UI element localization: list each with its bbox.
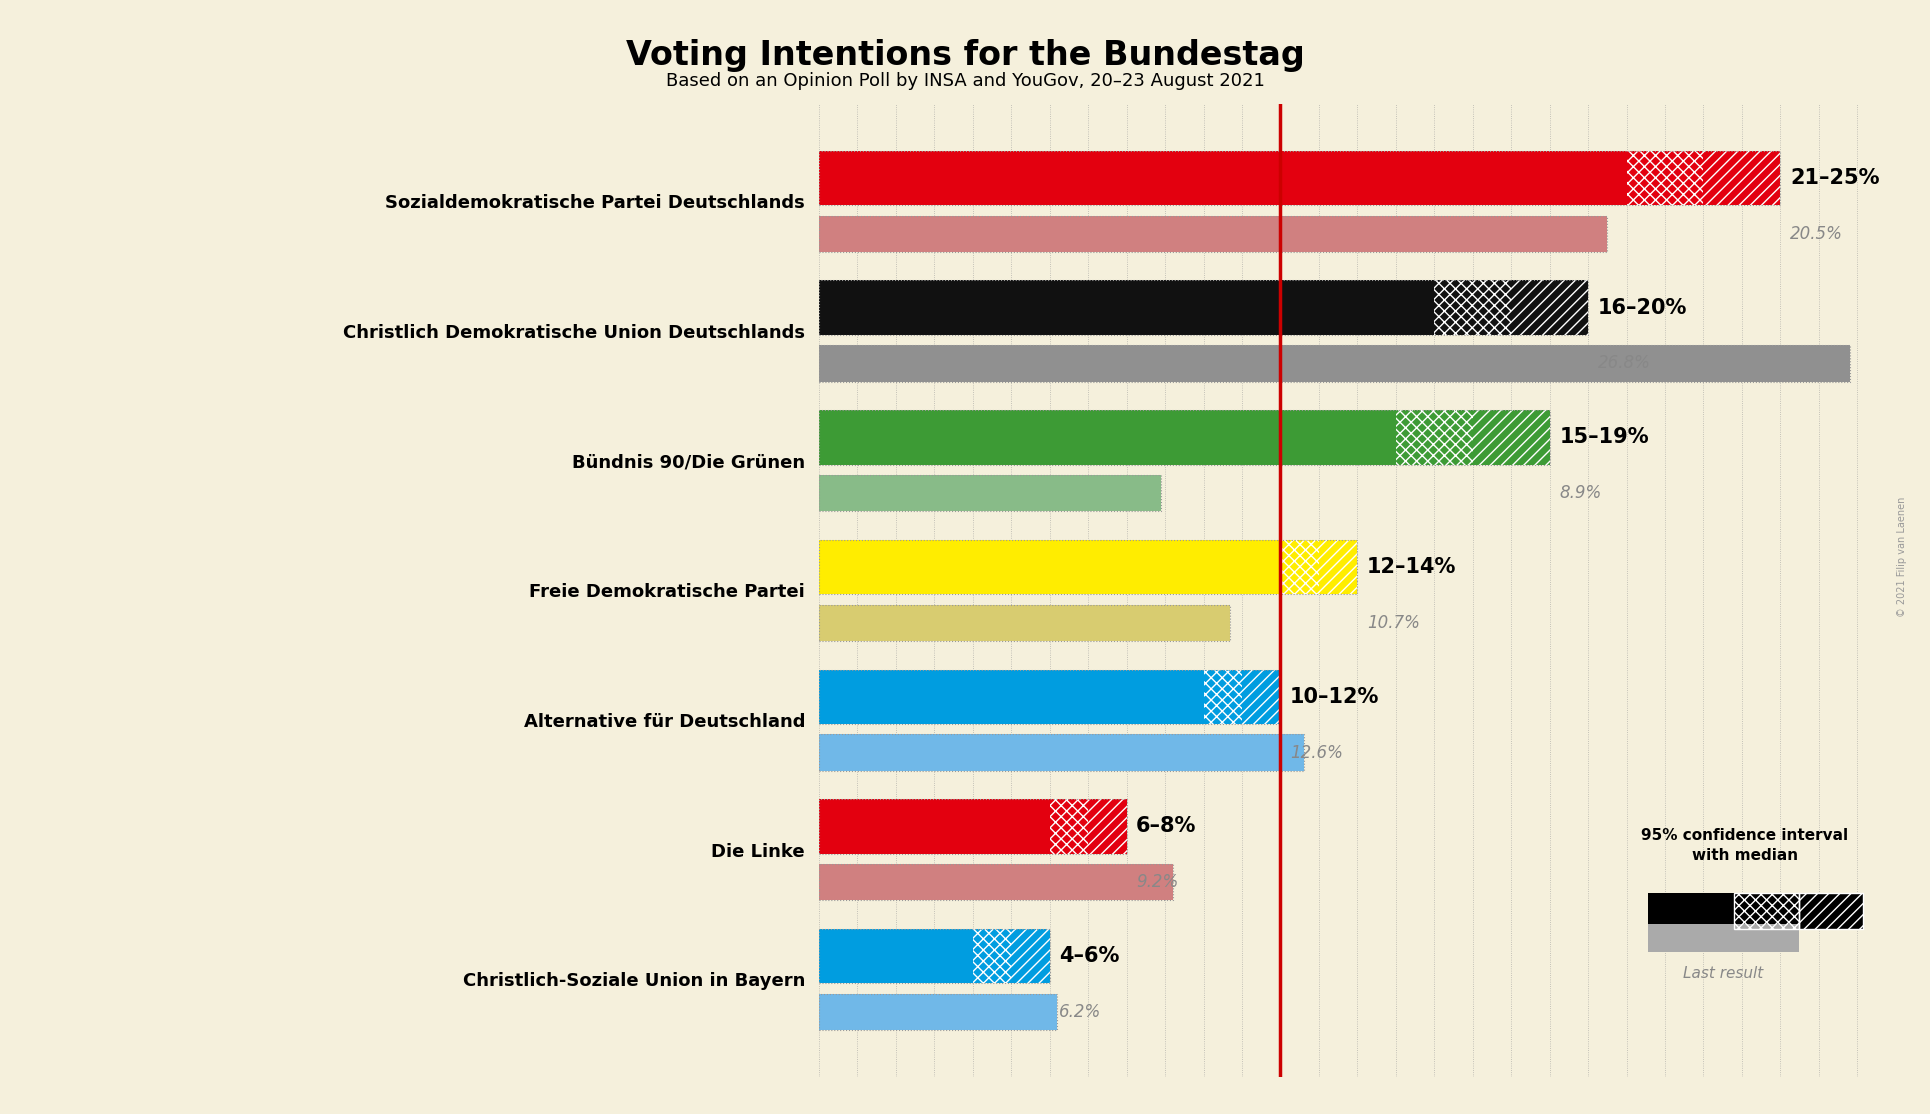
Bar — [1204, 670, 1243, 724]
Text: 9.2%: 9.2% — [1137, 873, 1179, 891]
Bar — [818, 150, 1779, 205]
Bar — [818, 734, 1303, 771]
Bar — [818, 994, 1058, 1030]
Text: 12.6%: 12.6% — [1289, 743, 1343, 762]
Text: 10–12%: 10–12% — [1289, 686, 1380, 706]
Bar — [1434, 281, 1511, 335]
Text: 4–6%: 4–6% — [1060, 946, 1119, 966]
Text: 6–8%: 6–8% — [1137, 817, 1197, 837]
Text: © 2021 Filip van Laenen: © 2021 Filip van Laenen — [1897, 497, 1907, 617]
Bar — [818, 670, 1280, 724]
Text: 26.8%: 26.8% — [1598, 354, 1650, 372]
Bar — [818, 475, 1162, 511]
Bar — [818, 864, 1173, 900]
Text: 12–14%: 12–14% — [1366, 557, 1457, 577]
Bar — [1243, 670, 1280, 724]
Bar — [1050, 799, 1089, 853]
Bar — [1704, 150, 1779, 205]
Bar — [818, 281, 1588, 335]
Bar — [1089, 799, 1127, 853]
Text: 20.5%: 20.5% — [1789, 225, 1843, 243]
Bar — [973, 929, 1011, 984]
Text: 16–20%: 16–20% — [1598, 297, 1687, 317]
Bar — [818, 605, 1231, 641]
Bar — [1280, 540, 1318, 594]
Bar — [818, 540, 1357, 594]
Bar — [1473, 410, 1550, 465]
Text: 6.2%: 6.2% — [1060, 1003, 1102, 1020]
Bar — [1050, 799, 1089, 853]
Bar — [1243, 670, 1280, 724]
Bar — [818, 410, 1395, 465]
Bar — [1473, 410, 1550, 465]
Text: 95% confidence interval
with median: 95% confidence interval with median — [1640, 828, 1849, 862]
Text: 8.9%: 8.9% — [1559, 485, 1602, 502]
Bar — [818, 994, 1058, 1030]
Bar — [1511, 281, 1588, 335]
Bar — [818, 799, 1050, 853]
Bar — [818, 605, 1231, 641]
Bar — [818, 345, 1849, 382]
Bar — [1318, 540, 1357, 594]
Bar — [1735, 892, 1799, 929]
Bar — [1318, 540, 1357, 594]
Bar — [1011, 929, 1050, 984]
Bar — [1089, 799, 1127, 853]
Text: 21–25%: 21–25% — [1789, 168, 1880, 188]
Bar — [818, 734, 1303, 771]
Bar — [1395, 410, 1473, 465]
Bar — [818, 929, 973, 984]
Bar — [818, 150, 1627, 205]
Bar — [1280, 540, 1318, 594]
Bar — [818, 216, 1608, 252]
Text: 10.7%: 10.7% — [1366, 614, 1420, 632]
Bar — [1011, 929, 1050, 984]
Bar — [818, 929, 1050, 984]
Bar — [1648, 925, 1799, 951]
Bar — [818, 670, 1204, 724]
Bar — [1648, 892, 1735, 929]
Bar — [818, 864, 1173, 900]
Text: Based on an Opinion Poll by INSA and YouGov, 20–23 August 2021: Based on an Opinion Poll by INSA and You… — [666, 72, 1264, 90]
Text: Last result: Last result — [1683, 967, 1764, 981]
Bar — [1511, 281, 1588, 335]
Bar — [1204, 670, 1243, 724]
Bar — [1627, 150, 1704, 205]
Bar — [1395, 410, 1473, 465]
Bar — [1627, 150, 1704, 205]
Bar — [818, 540, 1280, 594]
Bar — [818, 345, 1849, 382]
Text: Voting Intentions for the Bundestag: Voting Intentions for the Bundestag — [625, 39, 1305, 72]
Bar — [1735, 892, 1799, 929]
Bar — [818, 475, 1162, 511]
Bar — [1434, 281, 1511, 335]
Bar — [1704, 150, 1779, 205]
Bar — [1799, 892, 1862, 929]
Bar — [818, 410, 1550, 465]
Bar — [1799, 892, 1862, 929]
Bar — [973, 929, 1011, 984]
Text: 15–19%: 15–19% — [1559, 428, 1648, 448]
Bar — [818, 281, 1434, 335]
Bar — [818, 216, 1608, 252]
Bar — [818, 799, 1127, 853]
